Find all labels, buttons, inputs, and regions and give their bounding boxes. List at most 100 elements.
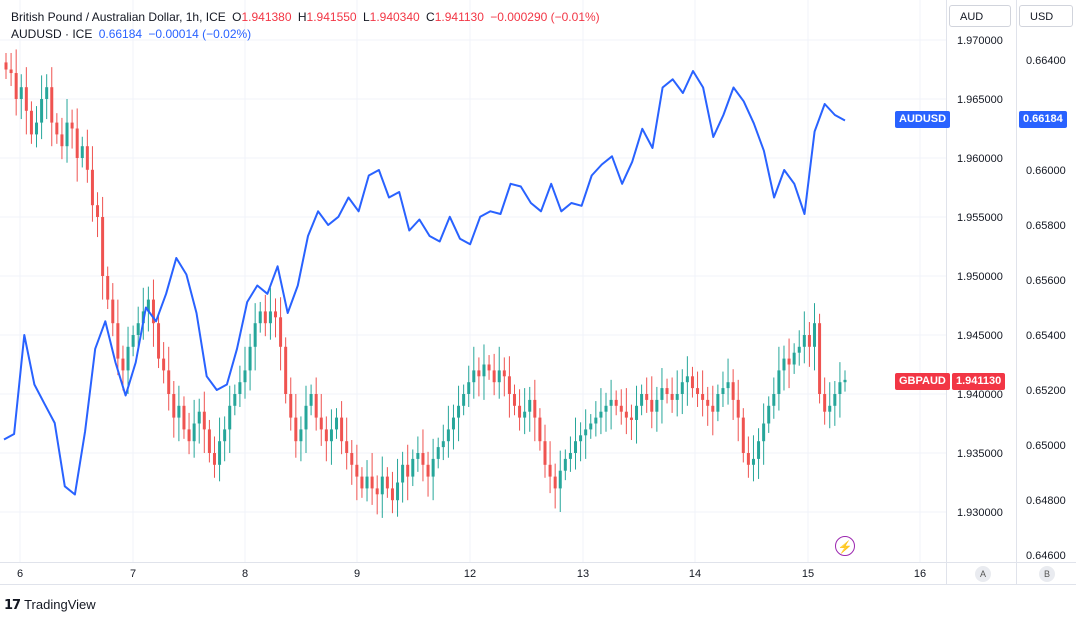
usd-tick-label: 0.65400 xyxy=(1026,330,1066,342)
candle-body xyxy=(772,394,776,406)
audusd-price-tag: 0.66184 xyxy=(1019,111,1067,128)
candle-body xyxy=(812,323,816,347)
candle-body xyxy=(111,299,115,324)
candle-body xyxy=(182,405,186,430)
candle-body xyxy=(640,394,644,406)
candle-body xyxy=(741,417,745,453)
high-value: 1.941550 xyxy=(306,10,357,24)
aud-tick-label: 1.945000 xyxy=(957,330,1003,342)
candle-body xyxy=(345,441,349,453)
candle-body xyxy=(645,394,649,400)
candle-body xyxy=(309,394,313,406)
candle-body xyxy=(370,476,374,489)
candle-body xyxy=(696,388,700,394)
candle-body xyxy=(599,411,603,418)
candle-body xyxy=(268,311,272,324)
candle-body xyxy=(121,358,125,371)
candle-body xyxy=(401,464,405,483)
candle-body xyxy=(838,382,842,394)
time-tick-label: 12 xyxy=(464,568,476,580)
right-scale-currency[interactable]: USD xyxy=(1019,5,1073,27)
gbpaud-price-tag: 1.941130 xyxy=(952,373,1006,390)
candle-body xyxy=(202,411,206,430)
close-value: 1.941130 xyxy=(434,10,484,24)
tradingview-logo[interactable]: 17 TradingView xyxy=(4,597,96,613)
candle-body xyxy=(116,323,120,359)
main-series-legend[interactable]: British Pound / Australian Dollar, 1h, I… xyxy=(11,10,603,24)
usd-tick-label: 0.66000 xyxy=(1026,165,1066,177)
time-tick-label: 15 xyxy=(802,568,814,580)
time-tick-label: 8 xyxy=(242,568,248,580)
lightning-icon[interactable]: ⚡ xyxy=(835,536,855,556)
candle-body xyxy=(538,417,542,442)
candle-body xyxy=(212,453,216,465)
candle-body xyxy=(106,276,110,300)
candle-body xyxy=(304,405,308,430)
time-tick-label: 16 xyxy=(914,568,926,580)
aud-tick-label: 1.950000 xyxy=(957,271,1003,283)
candle-body xyxy=(243,370,247,383)
candle-body xyxy=(365,476,369,489)
candle-body xyxy=(533,399,537,418)
candle-body xyxy=(70,122,74,129)
candle-body xyxy=(751,458,755,465)
candle-body xyxy=(624,411,628,418)
candle-body xyxy=(655,399,659,412)
axes: 1.970000 1.965000 1.960000 1.955000 1.950000… xyxy=(0,0,1076,585)
open-label: O xyxy=(232,10,242,24)
candle-body xyxy=(279,317,283,347)
candle-body xyxy=(192,423,196,442)
candle-body xyxy=(411,458,415,477)
candle-body xyxy=(426,464,430,477)
candle-body xyxy=(9,69,13,74)
right-scale-button[interactable]: B xyxy=(1039,566,1055,582)
candle-body xyxy=(253,323,257,347)
candle-body xyxy=(614,399,618,406)
aud-tick-label: 1.965000 xyxy=(957,94,1003,106)
candle-body xyxy=(782,358,786,371)
candle-body xyxy=(609,399,613,406)
candle-body xyxy=(553,476,557,489)
aud-tick-label: 1.940000 xyxy=(957,389,1003,401)
candle-body xyxy=(360,476,364,489)
candle-body xyxy=(324,429,328,442)
candle-body xyxy=(843,379,847,383)
candle-body xyxy=(75,128,79,158)
usd-tick-label: 0.65800 xyxy=(1026,220,1066,232)
candle-body xyxy=(660,388,664,400)
compare-series-legend[interactable]: AUDUSD · ICE 0.66184 −0.00014 (−0.02%) xyxy=(11,27,254,41)
candle-body xyxy=(416,453,420,459)
candle-body xyxy=(650,399,654,412)
usd-tick-label: 0.65000 xyxy=(1026,440,1066,452)
usd-tick-label: 0.66400 xyxy=(1026,55,1066,67)
open-value: 1.941380 xyxy=(241,10,292,24)
candle-body xyxy=(716,394,720,412)
candle-body xyxy=(635,405,639,420)
compare-change: −0.00014 (−0.02%) xyxy=(148,27,252,41)
candle-body xyxy=(172,394,176,418)
candle-body xyxy=(777,370,781,394)
candle-body xyxy=(146,299,150,312)
usd-tick-label: 0.64800 xyxy=(1026,495,1066,507)
time-tick-label: 9 xyxy=(354,568,360,580)
logo-text: TradingView xyxy=(24,597,96,612)
candle-body xyxy=(197,411,201,424)
left-scale-currency[interactable]: AUD xyxy=(949,5,1011,27)
candle-body xyxy=(157,323,161,359)
time-tick-label: 7 xyxy=(130,568,136,580)
candle-body xyxy=(299,429,303,442)
candle-body xyxy=(731,382,735,400)
candle-body xyxy=(451,417,455,430)
candle-body xyxy=(131,335,135,347)
candle-body xyxy=(238,382,242,394)
candle-body xyxy=(60,134,64,147)
candle-body xyxy=(487,364,491,371)
candle-body xyxy=(19,87,23,99)
candle-body xyxy=(528,399,532,412)
candle-body xyxy=(126,346,130,371)
candle-body xyxy=(207,429,211,453)
auto-scale-button[interactable]: A xyxy=(975,566,991,582)
candle-body xyxy=(319,417,323,430)
candle-body xyxy=(446,429,450,442)
